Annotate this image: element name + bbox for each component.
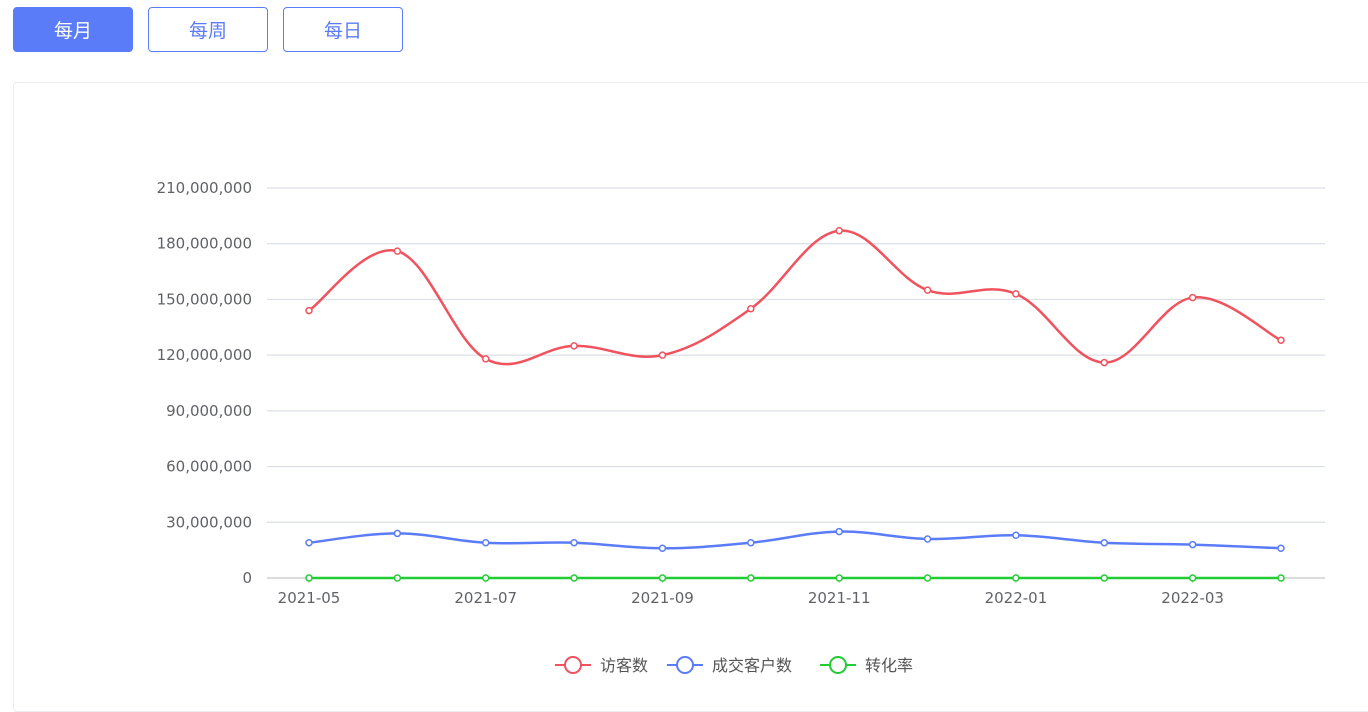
data-point[interactable] xyxy=(923,535,932,543)
legend: 访客数 成交客户数 转化率 xyxy=(555,656,913,675)
y-tick-label: 180,000,000 xyxy=(157,235,252,253)
data-point[interactable] xyxy=(835,574,843,582)
data-point[interactable] xyxy=(658,574,667,582)
series-line-0 xyxy=(308,229,1282,366)
legend-marker[interactable] xyxy=(676,656,694,674)
data-point[interactable] xyxy=(747,304,755,313)
data-point[interactable] xyxy=(481,355,490,363)
x-tick-label: 2021-11 xyxy=(808,589,871,607)
data-point[interactable] xyxy=(393,247,402,255)
data-point[interactable] xyxy=(835,527,843,536)
y-tick-label: 210,000,000 xyxy=(157,179,252,197)
data-point[interactable] xyxy=(570,342,578,350)
data-point[interactable] xyxy=(1012,290,1020,298)
legend-marker[interactable] xyxy=(829,656,847,674)
tab-monthly[interactable]: 每月 xyxy=(13,7,133,52)
data-point[interactable] xyxy=(1100,574,1109,582)
data-point[interactable] xyxy=(481,538,490,547)
tab-daily[interactable]: 每日 xyxy=(283,7,403,52)
data-point[interactable] xyxy=(1277,336,1285,345)
y-axis-ticks: 0 30,000,000 60,000,000 90,000,000 120,000,0… xyxy=(157,179,252,587)
grid-lines xyxy=(267,187,1325,579)
x-axis-ticks: 2021-05 2021-07 2021-09 2021-11 2022-01 2022-… xyxy=(278,578,1224,607)
x-tick-label: 2022-01 xyxy=(985,589,1048,607)
y-tick-label: 0 xyxy=(242,569,252,587)
y-tick-label: 120,000,000 xyxy=(157,346,252,364)
x-tick-label: 2021-05 xyxy=(278,589,341,607)
data-point[interactable] xyxy=(393,529,402,538)
data-point[interactable] xyxy=(1277,574,1285,582)
data-point[interactable] xyxy=(305,574,313,582)
data-point[interactable] xyxy=(658,544,667,553)
data-point[interactable] xyxy=(835,226,843,235)
data-point[interactable] xyxy=(1188,540,1197,549)
data-point[interactable] xyxy=(1188,293,1197,302)
data-point[interactable] xyxy=(570,574,578,582)
x-tick-label: 2021-09 xyxy=(631,589,694,607)
data-point[interactable] xyxy=(1012,574,1020,582)
data-point[interactable] xyxy=(1100,538,1109,547)
data-point[interactable] xyxy=(747,574,755,582)
y-tick-label: 30,000,000 xyxy=(166,513,252,531)
y-tick-label: 150,000,000 xyxy=(157,290,252,308)
legend-label[interactable]: 访客数 xyxy=(600,656,648,675)
series-line-1 xyxy=(308,530,1282,550)
legend-label[interactable]: 成交客户数 xyxy=(712,656,792,675)
data-point[interactable] xyxy=(305,538,313,547)
data-point[interactable] xyxy=(923,574,932,582)
data-point[interactable] xyxy=(923,286,932,294)
data-point[interactable] xyxy=(1012,531,1020,540)
tab-weekly[interactable]: 每周 xyxy=(148,7,268,52)
chart-card xyxy=(13,82,1368,712)
data-point[interactable] xyxy=(658,351,667,359)
x-tick-label: 2021-07 xyxy=(454,589,517,607)
y-tick-label: 90,000,000 xyxy=(166,402,252,420)
y-tick-label: 60,000,000 xyxy=(166,458,252,476)
data-point[interactable] xyxy=(481,574,490,582)
data-point[interactable] xyxy=(1100,358,1109,367)
data-point[interactable] xyxy=(305,306,313,315)
legend-label[interactable]: 转化率 xyxy=(865,656,913,675)
legend-marker[interactable] xyxy=(564,656,582,674)
data-point[interactable] xyxy=(1188,574,1197,582)
data-point[interactable] xyxy=(393,574,402,582)
series-points xyxy=(305,226,1285,582)
series-lines xyxy=(308,229,1282,580)
x-tick-label: 2022-03 xyxy=(1161,589,1224,607)
data-point[interactable] xyxy=(747,538,755,547)
data-point[interactable] xyxy=(570,538,578,547)
data-point[interactable] xyxy=(1277,544,1285,553)
